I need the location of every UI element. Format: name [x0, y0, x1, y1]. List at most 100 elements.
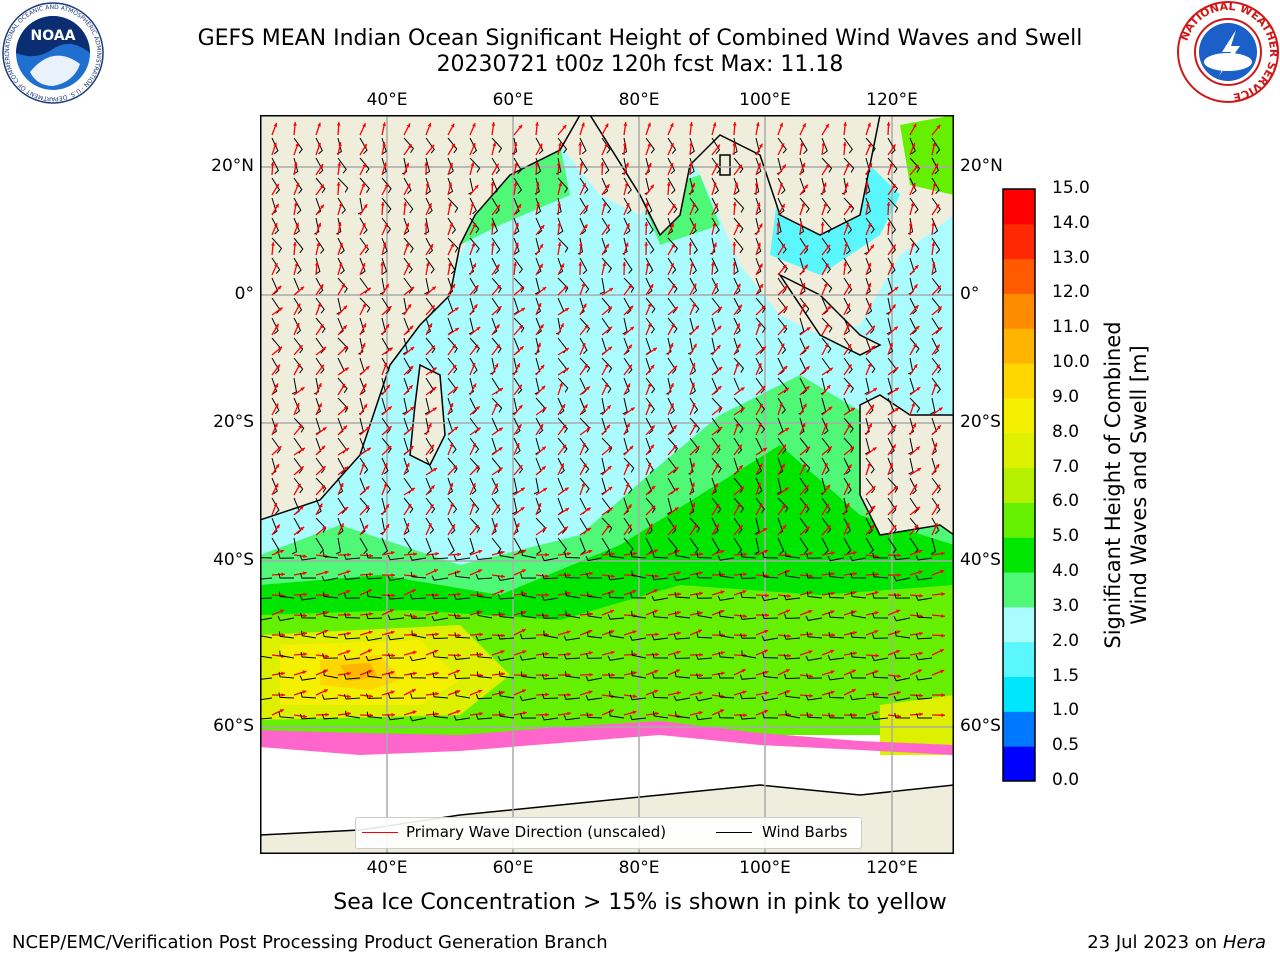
- wind-barb: [557, 177, 568, 193]
- wind-barb: [498, 711, 515, 719]
- wind-barb: [359, 537, 368, 554]
- wind-barb: [278, 631, 295, 639]
- wave-arrow-head: [743, 713, 747, 718]
- wave-arrow-head: [867, 362, 872, 367]
- wind-barb: [601, 157, 610, 175]
- wave-arrow-head: [325, 593, 329, 598]
- wind-barb: [762, 652, 779, 659]
- wave-arrow-head: [472, 263, 476, 268]
- wave-arrow-head: [758, 463, 763, 468]
- wind-barb: [821, 197, 831, 214]
- wave-arrow-head: [369, 553, 373, 558]
- wind-barb: [645, 277, 653, 295]
- wave-arrow-head: [669, 342, 674, 347]
- wave-arrow-head: [827, 446, 832, 451]
- wave-arrow-head: [500, 589, 505, 594]
- wind-barb: [931, 337, 939, 355]
- wind-barb: [491, 337, 502, 354]
- wave-arrow-head: [846, 483, 850, 488]
- wave-arrow-head: [916, 387, 921, 391]
- wave-arrow-head: [472, 223, 476, 228]
- wind-barb: [403, 177, 412, 195]
- sea-ice-note: Sea Ice Concentration > 15% is shown in …: [333, 890, 947, 915]
- wave-arrow-head: [277, 285, 282, 290]
- wind-barb: [733, 177, 740, 195]
- lat-tick-right: 40°S: [960, 550, 1001, 570]
- lat-tick-right: 20°S: [960, 412, 1001, 432]
- wind-barb: [453, 594, 471, 600]
- wind-barb: [601, 137, 611, 154]
- wind-barb: [586, 591, 603, 599]
- wave-arrow-head: [732, 242, 737, 246]
- wave-arrow-head: [387, 426, 392, 431]
- wind-barb: [563, 653, 581, 660]
- wind-barb: [865, 537, 874, 554]
- wind-barb: [623, 297, 632, 315]
- wave-arrow-head: [827, 305, 832, 310]
- wind-barb: [260, 597, 273, 600]
- wind-barb: [601, 357, 613, 373]
- wind-barb: [424, 417, 430, 435]
- wave-arrow-head: [413, 671, 417, 676]
- wave-arrow-head: [941, 693, 945, 697]
- wave-arrow-head: [368, 630, 373, 635]
- wave-arrow-head: [449, 482, 454, 487]
- wind-barb: [401, 157, 408, 175]
- wind-barb: [850, 591, 867, 599]
- wave-arrow-head: [384, 223, 388, 228]
- wind-barb: [315, 157, 324, 175]
- wave-arrow-head: [608, 326, 613, 331]
- wave-arrow-head: [457, 633, 461, 638]
- lon-tick-top: 120°E: [866, 90, 918, 110]
- wave-arrow-head: [915, 325, 920, 330]
- wind-barb: [491, 157, 501, 174]
- wind-barb: [432, 711, 449, 719]
- wind-barb: [711, 517, 719, 535]
- wind-barb: [410, 693, 427, 699]
- wind-barb: [689, 377, 696, 395]
- svg-text:NOAA: NOAA: [31, 28, 76, 44]
- wind-barb: [711, 397, 723, 413]
- wave-arrow-head: [385, 324, 390, 329]
- wind-barb: [557, 537, 568, 554]
- wind-barb: [799, 477, 809, 494]
- wind-barb: [315, 477, 327, 493]
- wave-arrow-head: [868, 163, 872, 168]
- wind-barb: [521, 590, 537, 599]
- wave-arrow-head: [362, 303, 366, 308]
- colorbar-cell: [1003, 363, 1035, 399]
- wave-arrow-head: [610, 609, 615, 614]
- wave-arrow-head: [624, 182, 629, 187]
- wave-arrow-head: [718, 366, 723, 371]
- wind-barb: [930, 537, 936, 555]
- wave-arrow-head: [823, 423, 828, 428]
- wave-arrow-head: [698, 691, 703, 695]
- wind-barb: [491, 177, 498, 195]
- wind-barb: [667, 137, 677, 154]
- wave-arrow-head: [871, 325, 876, 330]
- wind-barb: [739, 693, 757, 700]
- wave-arrow-head: [699, 552, 703, 557]
- wind-barb: [491, 477, 499, 495]
- wave-arrow-head: [537, 502, 542, 507]
- wave-arrow-head: [409, 365, 414, 370]
- wind-barb: [563, 714, 581, 721]
- wind-barb: [623, 537, 634, 554]
- wind-barb: [645, 377, 656, 394]
- wind-barb: [645, 497, 656, 514]
- wave-arrow-head: [278, 307, 283, 312]
- wave-arrow-head: [655, 574, 659, 578]
- wave-height-map: [260, 115, 954, 854]
- wind-barb: [403, 197, 414, 214]
- wave-arrow-head: [628, 344, 632, 349]
- wind-barb: [865, 397, 874, 415]
- wave-arrow-head: [872, 447, 877, 451]
- wind-barb: [689, 537, 699, 554]
- wind-barb: [667, 317, 678, 334]
- wind-barb: [893, 616, 911, 622]
- wave-arrow-head: [501, 612, 505, 617]
- wind-barb: [381, 537, 389, 555]
- wind-barb: [689, 217, 697, 235]
- wind-barb: [557, 517, 567, 534]
- wind-barb: [557, 457, 565, 475]
